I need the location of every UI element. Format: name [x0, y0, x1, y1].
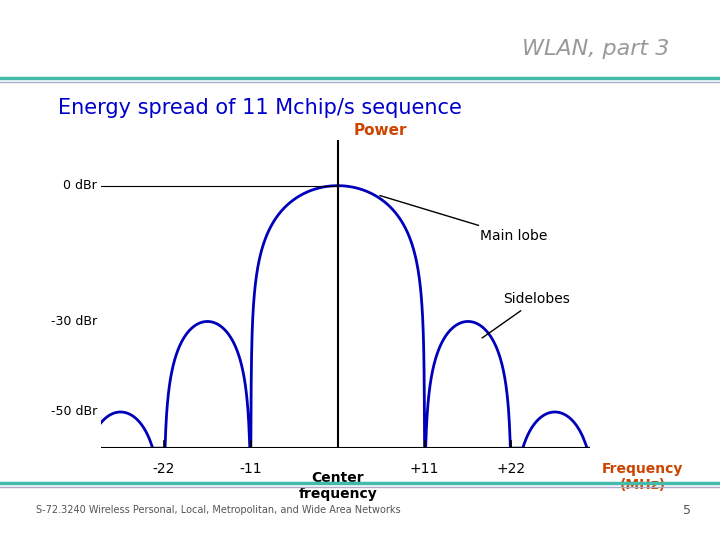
Text: WLAN, part 3: WLAN, part 3	[522, 38, 670, 59]
Text: Center
frequency: Center frequency	[298, 471, 377, 501]
Text: Sidelobes: Sidelobes	[482, 292, 570, 338]
Text: +22: +22	[497, 462, 526, 476]
Text: Power: Power	[354, 123, 407, 138]
Text: -30 dBr: -30 dBr	[50, 315, 97, 328]
Text: Energy spread of 11 Mchip/s sequence: Energy spread of 11 Mchip/s sequence	[58, 98, 462, 118]
Text: +11: +11	[410, 462, 439, 476]
Text: 5: 5	[683, 504, 691, 517]
Text: 0 dBr: 0 dBr	[63, 179, 97, 192]
Text: S-72.3240 Wireless Personal, Local, Metropolitan, and Wide Area Networks: S-72.3240 Wireless Personal, Local, Metr…	[36, 505, 400, 515]
Text: -22: -22	[153, 462, 175, 476]
Text: -11: -11	[240, 462, 262, 476]
Text: -50 dBr: -50 dBr	[50, 406, 97, 419]
Text: Frequency
(MHz): Frequency (MHz)	[602, 462, 683, 492]
Text: Main lobe: Main lobe	[380, 195, 547, 243]
